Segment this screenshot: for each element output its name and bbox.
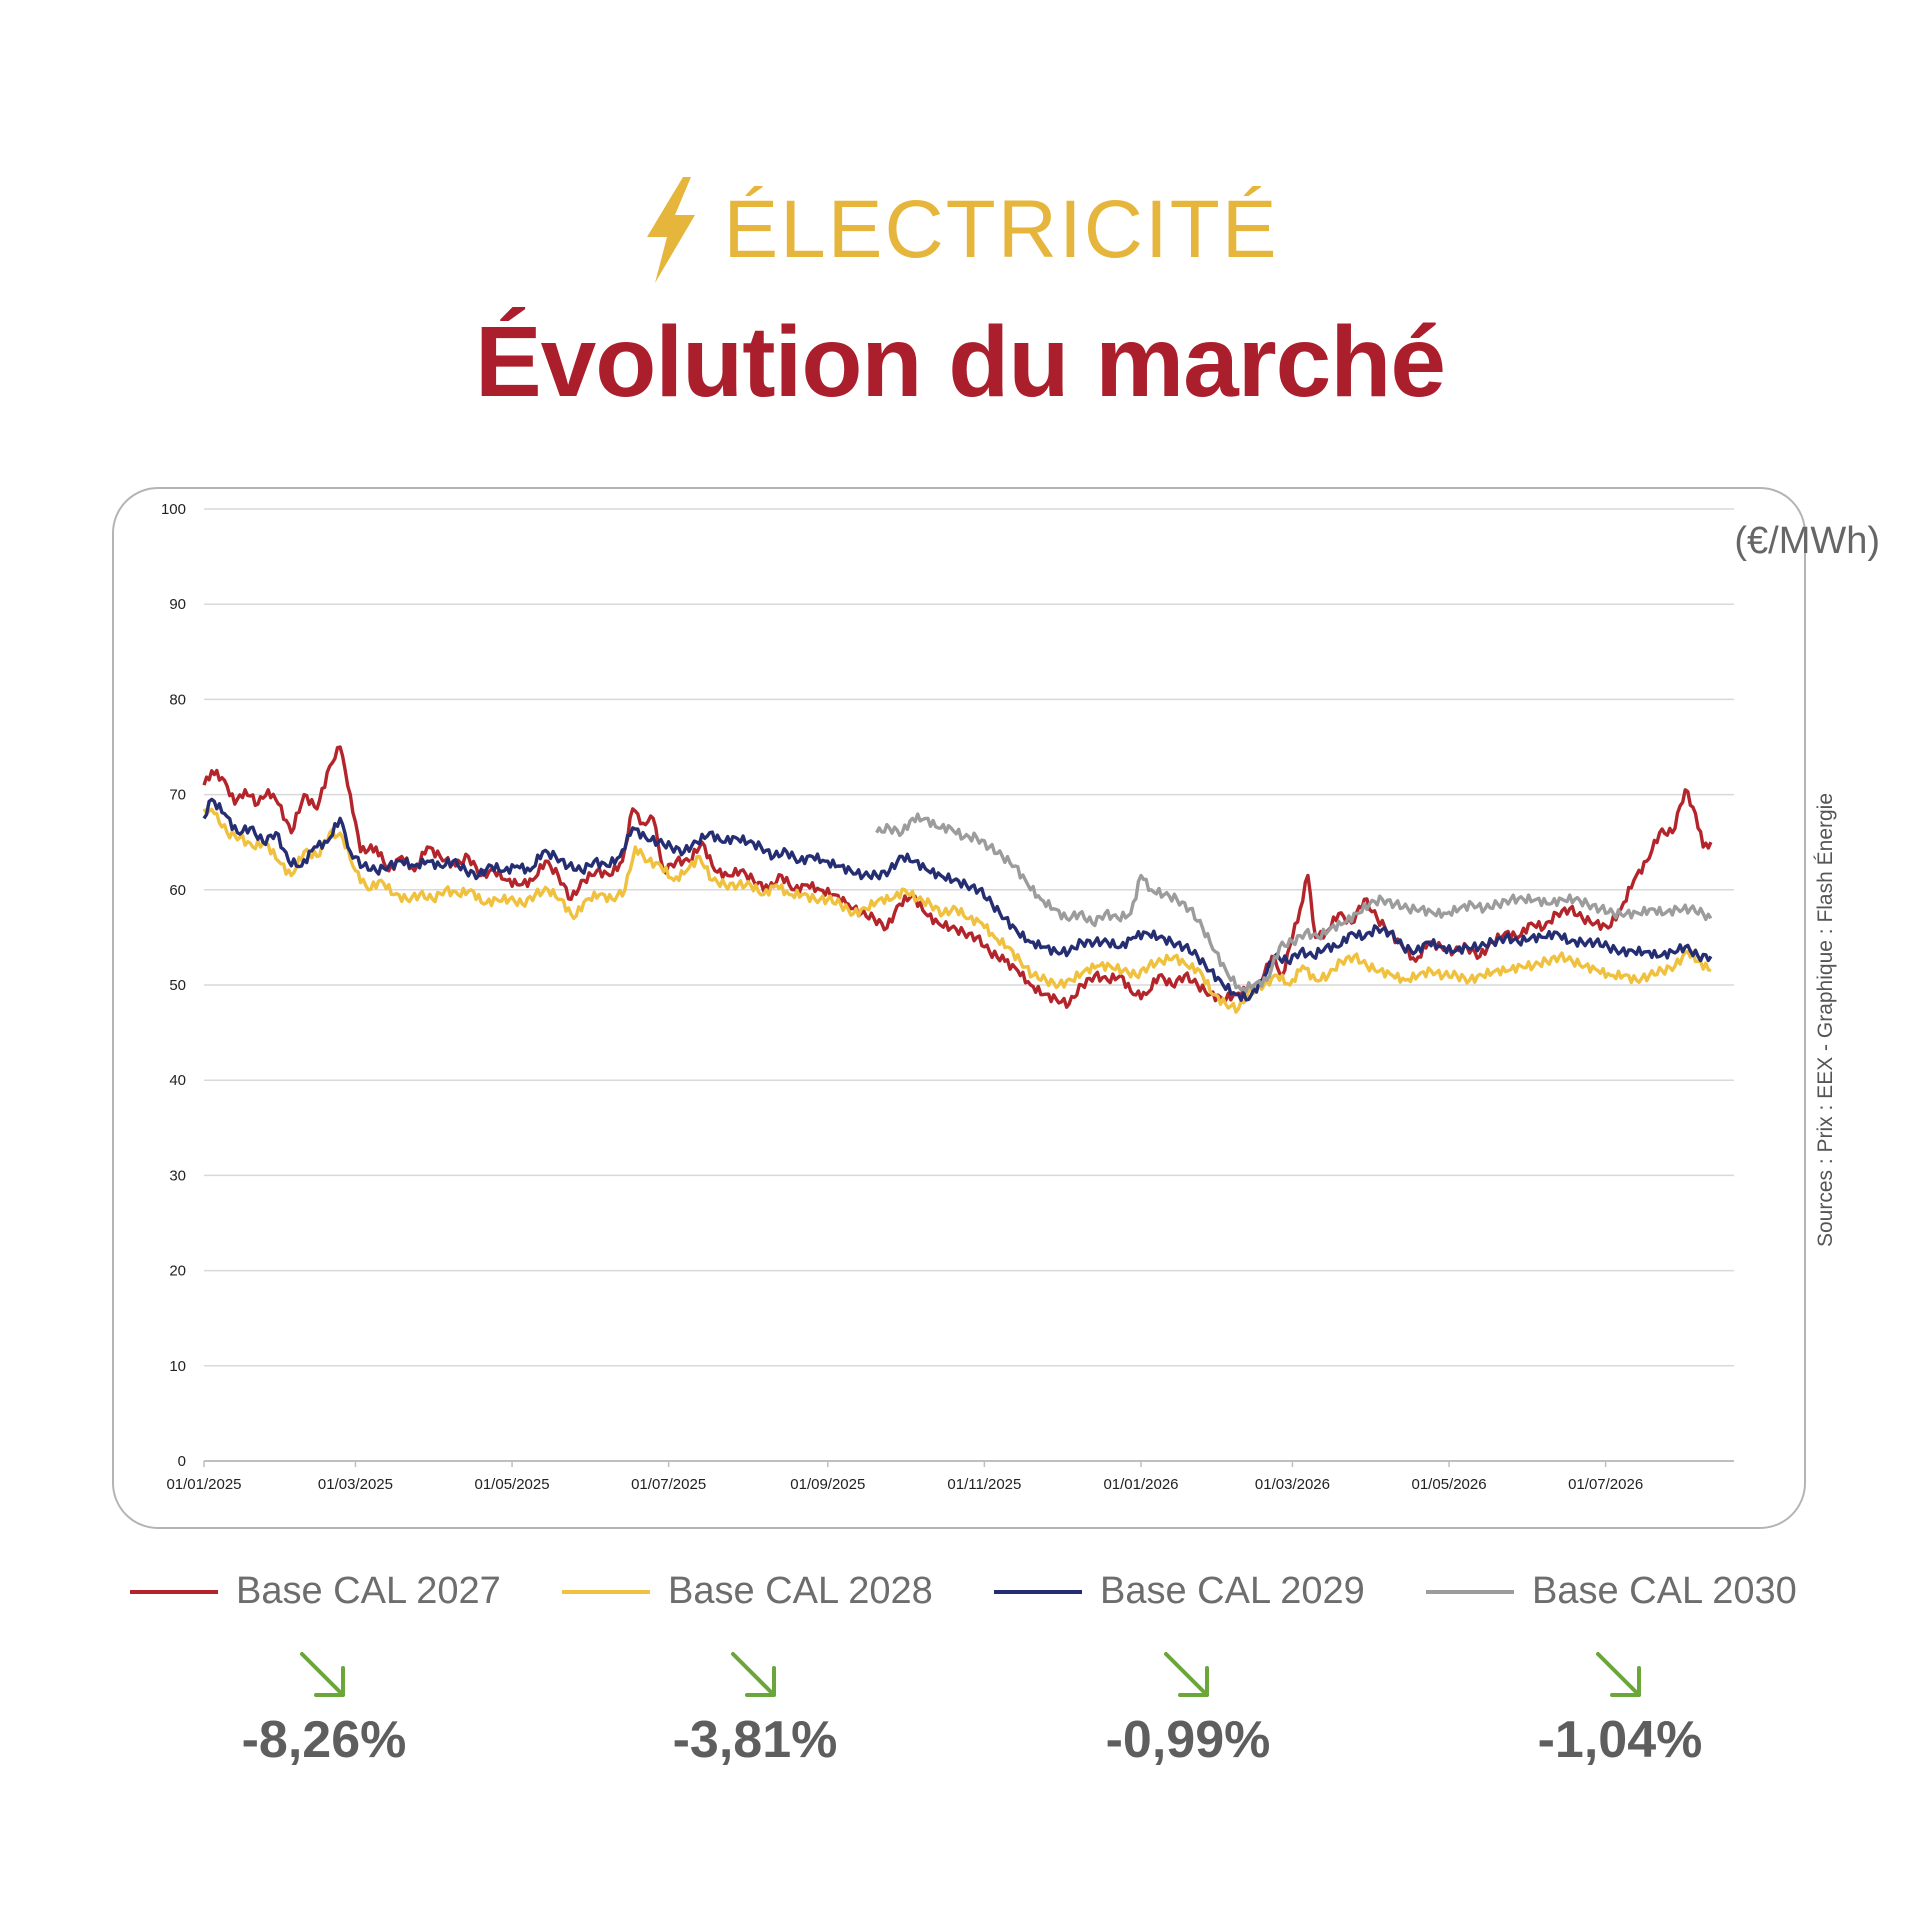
x-tick-label: 01/09/2025 (790, 1476, 865, 1493)
variation-cal-2029: -0,99% (1058, 1648, 1318, 1770)
legend-swatch (1426, 1589, 1514, 1594)
legend-swatch (130, 1589, 218, 1594)
y-tick-label: 70 (169, 787, 186, 804)
kicker-label: ÉLECTRICITÉ (723, 184, 1279, 275)
y-tick-label: 90 (169, 596, 186, 613)
y-tick-label: 100 (161, 501, 186, 518)
x-tick-label: 01/05/2025 (475, 1476, 550, 1493)
series-line-base-cal-2029 (202, 797, 1713, 1002)
variation-value: -0,99% (1105, 1711, 1271, 1769)
y-tick-label: 20 (169, 1263, 186, 1280)
arrow-down-right-icon (1164, 1652, 1209, 1697)
line-chart: 0 10 20 30 40 50 60 70 80 90 100 01/01/2025 01/03/20… (161, 501, 1734, 1493)
x-tick-label: 01/05/2026 (1412, 1476, 1487, 1493)
legend-label: Base CAL 2029 (1100, 1570, 1365, 1612)
series-line-base-cal-2027 (202, 745, 1713, 1009)
x-tick-label: 01/01/2025 (166, 1476, 241, 1493)
source-text: Sources : Prix : EEX - Graphique : Flash… (1814, 792, 1837, 1248)
variation-cal-2030: -1,04% (1490, 1648, 1750, 1770)
lightning-bolt-icon (647, 177, 696, 283)
variation-value: -3,81% (672, 1711, 838, 1769)
series-line-base-cal-2028 (202, 807, 1712, 1014)
arrow-down-right-icon (300, 1652, 345, 1697)
x-tick-label: 01/03/2025 (318, 1476, 393, 1493)
arrow-down-right-icon (1596, 1652, 1641, 1697)
y-tick-label: 0 (178, 1453, 186, 1470)
arrow-down-right-icon (731, 1652, 776, 1697)
legend-label: Base CAL 2027 (236, 1570, 501, 1612)
y-tick-label: 30 (169, 1167, 186, 1184)
legend-swatch (562, 1589, 650, 1594)
variation-value: -8,26% (241, 1711, 407, 1769)
legend-label: Base CAL 2028 (668, 1570, 933, 1612)
y-tick-label: 80 (169, 691, 186, 708)
legend-item-cal-2030: Base CAL 2030 (1426, 1570, 1797, 1613)
x-tick-label: 01/07/2025 (631, 1476, 706, 1493)
page-title: Évolution du marché (474, 306, 1446, 418)
unit-label: (€/MWh) (1734, 520, 1880, 562)
variation-row: -8,26% -3,81% -0,99% -1,04% (0, 1648, 1920, 1770)
y-tick-label: 50 (169, 977, 186, 994)
y-tick-label: 40 (169, 1072, 186, 1089)
chart-frame (112, 487, 1806, 1529)
legend-swatch (994, 1589, 1082, 1594)
x-tick-label: 01/01/2026 (1103, 1476, 1178, 1493)
series-line-base-cal-2030 (875, 812, 1713, 993)
legend-item-cal-2027: Base CAL 2027 (130, 1570, 501, 1613)
y-tick-label: 60 (169, 882, 186, 899)
y-tick-label: 10 (169, 1358, 186, 1375)
legend-label: Base CAL 2030 (1532, 1570, 1797, 1612)
legend: Base CAL 2027 Base CAL 2028 Base CAL 202… (0, 1570, 1920, 1630)
x-tick-label: 01/11/2025 (947, 1476, 1021, 1493)
variation-value: -1,04% (1537, 1711, 1703, 1769)
variation-cal-2028: -3,81% (625, 1648, 885, 1770)
x-tick-label: 01/03/2026 (1255, 1476, 1330, 1493)
legend-item-cal-2029: Base CAL 2029 (994, 1570, 1365, 1613)
kicker: ÉLECTRICITÉ (0, 175, 1920, 285)
legend-item-cal-2028: Base CAL 2028 (562, 1570, 933, 1613)
x-tick-label: 01/07/2026 (1568, 1476, 1643, 1493)
variation-cal-2027: -8,26% (194, 1648, 454, 1770)
